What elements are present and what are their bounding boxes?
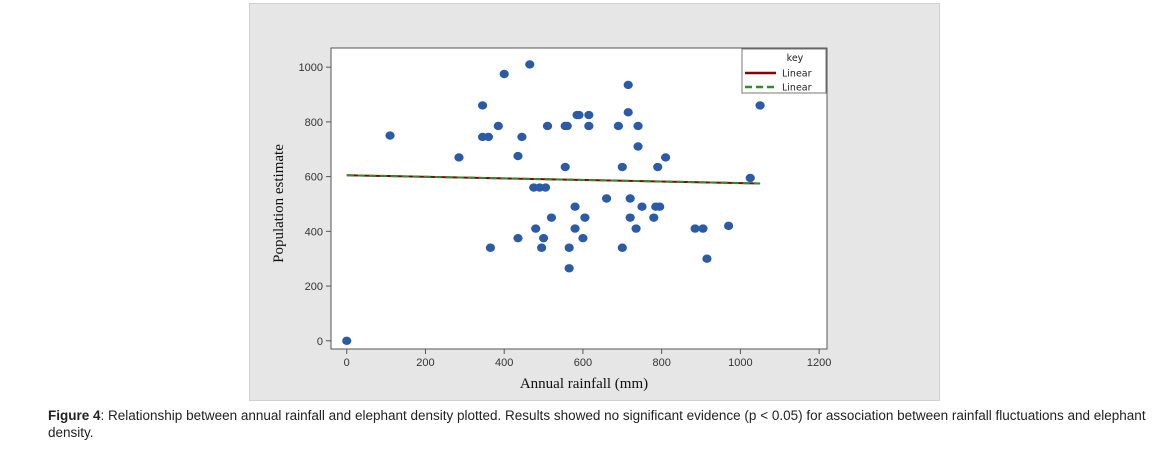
scatter-chart: 0 200 400 600 800 1000 1200 0 200 400 600 800 1000 An… bbox=[271, 47, 831, 392]
legend-label: Linear bbox=[782, 83, 812, 94]
data-point bbox=[617, 243, 627, 252]
y-tick-label: 600 bbox=[305, 172, 323, 184]
data-point bbox=[562, 121, 572, 131]
legend-title: key bbox=[787, 53, 804, 64]
data-point bbox=[540, 183, 551, 192]
data-point bbox=[690, 224, 700, 233]
data-point bbox=[649, 213, 659, 222]
data-point bbox=[525, 60, 535, 69]
legend-label: Linear bbox=[782, 69, 812, 80]
data-point bbox=[755, 101, 765, 110]
x-tick-label: 0 bbox=[344, 357, 350, 369]
data-point bbox=[723, 221, 734, 231]
data-point bbox=[537, 243, 547, 252]
data-point bbox=[633, 142, 643, 151]
data-point bbox=[584, 121, 594, 131]
x-tick-label: 800 bbox=[652, 357, 670, 369]
caption-text: : Relationship between annual rainfall a… bbox=[48, 408, 1146, 440]
data-point bbox=[513, 151, 523, 161]
data-point bbox=[499, 69, 509, 79]
data-point bbox=[698, 224, 708, 233]
legend-box bbox=[741, 48, 827, 94]
data-point bbox=[493, 121, 503, 131]
data-point bbox=[542, 121, 553, 131]
data-point bbox=[584, 110, 594, 120]
data-point bbox=[617, 162, 627, 172]
x-axis-title: Annual rainfall (mm) bbox=[520, 376, 648, 392]
data-point bbox=[538, 233, 549, 243]
data-point bbox=[485, 243, 496, 252]
data-point bbox=[702, 254, 712, 263]
data-point bbox=[633, 121, 643, 131]
x-tick-label: 600 bbox=[574, 357, 592, 369]
x-tick-label: 1000 bbox=[728, 357, 752, 369]
data-point bbox=[560, 162, 570, 172]
data-point bbox=[637, 202, 647, 211]
data-point bbox=[623, 80, 633, 90]
data-point bbox=[454, 153, 464, 162]
plot-area bbox=[330, 47, 828, 350]
data-point bbox=[745, 173, 755, 183]
fit-line-dashed bbox=[346, 174, 761, 185]
y-tick-label: 200 bbox=[305, 281, 323, 293]
data-point bbox=[580, 213, 590, 222]
data-point bbox=[601, 194, 612, 203]
caption-label: Figure 4 bbox=[48, 408, 101, 423]
data-point bbox=[653, 162, 663, 172]
data-point bbox=[625, 213, 635, 222]
data-point bbox=[625, 194, 635, 203]
data-point bbox=[574, 110, 584, 120]
data-point bbox=[631, 224, 641, 233]
data-point bbox=[570, 202, 580, 211]
data-point bbox=[564, 264, 574, 273]
x-tick-label: 400 bbox=[495, 357, 513, 369]
data-point bbox=[570, 224, 580, 233]
data-point bbox=[342, 336, 352, 345]
figure-caption: Figure 4: Relationship between annual ra… bbox=[48, 407, 1153, 441]
data-point bbox=[578, 233, 588, 243]
data-point bbox=[513, 233, 523, 243]
data-point bbox=[546, 213, 557, 222]
figure-panel: 0 200 400 600 800 1000 1200 0 200 400 600 800 1000 An… bbox=[249, 3, 940, 401]
y-tick-label: 800 bbox=[305, 117, 323, 129]
y-tick-label: 0 bbox=[317, 336, 323, 348]
data-point bbox=[564, 243, 574, 252]
x-tick-label: 1200 bbox=[807, 357, 831, 369]
data-point bbox=[531, 224, 541, 233]
data-point bbox=[483, 132, 494, 142]
y-tick-label: 1000 bbox=[299, 62, 323, 74]
data-point bbox=[613, 121, 623, 131]
data-point bbox=[661, 153, 671, 162]
data-point bbox=[477, 101, 488, 110]
y-axis-title: Population estimate bbox=[271, 144, 287, 263]
x-tick-label: 200 bbox=[416, 357, 434, 369]
data-point bbox=[517, 132, 527, 142]
data-point bbox=[385, 131, 395, 140]
y-tick-label: 400 bbox=[305, 226, 323, 238]
data-point bbox=[655, 202, 665, 211]
data-point bbox=[623, 108, 633, 117]
